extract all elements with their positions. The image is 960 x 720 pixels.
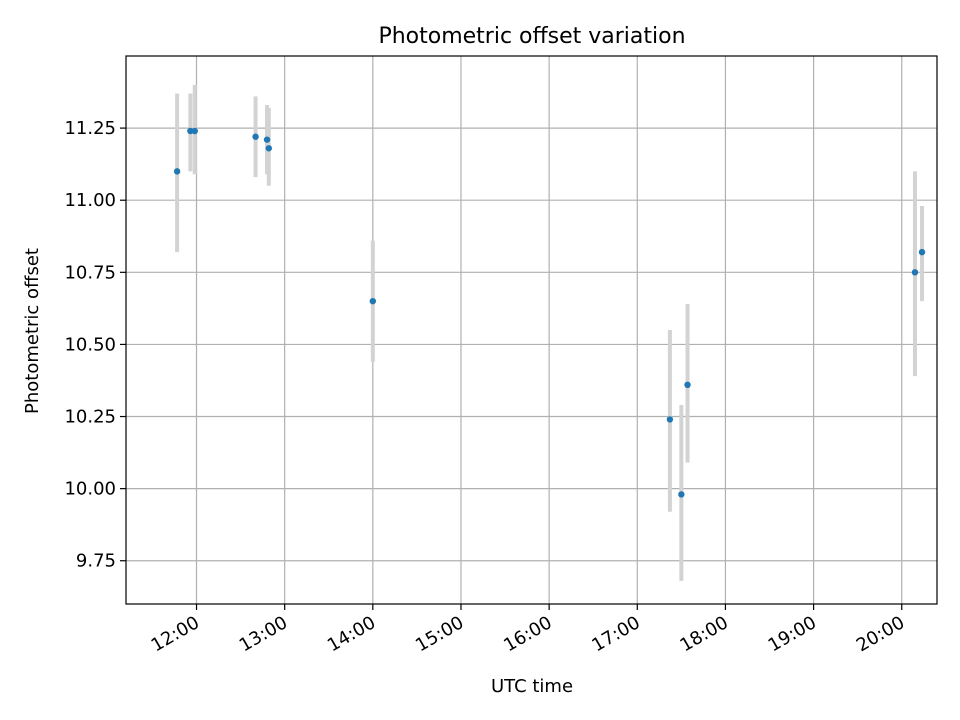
data-point <box>252 133 259 140</box>
data-point <box>918 248 926 256</box>
data-point <box>191 127 198 135</box>
data-point <box>684 381 691 388</box>
y-tick-label: 10.50 <box>64 334 116 355</box>
data-point <box>263 136 271 143</box>
y-axis: 9.75 10.00 10.25 10.50 10.75 11.00 11.25 <box>64 118 126 572</box>
y-tick-label: 11.00 <box>64 190 116 211</box>
y-tick-label: 11.25 <box>64 118 116 139</box>
plot-frame <box>125 55 938 605</box>
data-point <box>369 297 377 305</box>
x-axis-label: UTC time <box>491 676 573 697</box>
y-tick-label: 10.00 <box>64 479 116 500</box>
y-axis-label: Photometric offset <box>22 248 43 414</box>
grid <box>126 56 937 604</box>
data-point <box>173 168 181 175</box>
y-tick-label: 9.75 <box>76 551 116 572</box>
chart-title: Photometric offset variation <box>378 24 685 49</box>
data-point <box>187 127 194 135</box>
y-tick-label: 10.75 <box>64 262 116 283</box>
data-point <box>678 491 685 498</box>
data-points <box>173 127 926 498</box>
data-point <box>265 145 273 152</box>
data-point <box>666 416 674 423</box>
data-point <box>911 269 919 276</box>
y-tick-label: 10.25 <box>64 407 116 428</box>
